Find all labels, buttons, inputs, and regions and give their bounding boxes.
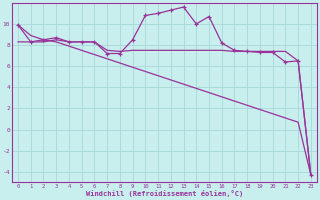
- X-axis label: Windchill (Refroidissement éolien,°C): Windchill (Refroidissement éolien,°C): [86, 190, 243, 197]
